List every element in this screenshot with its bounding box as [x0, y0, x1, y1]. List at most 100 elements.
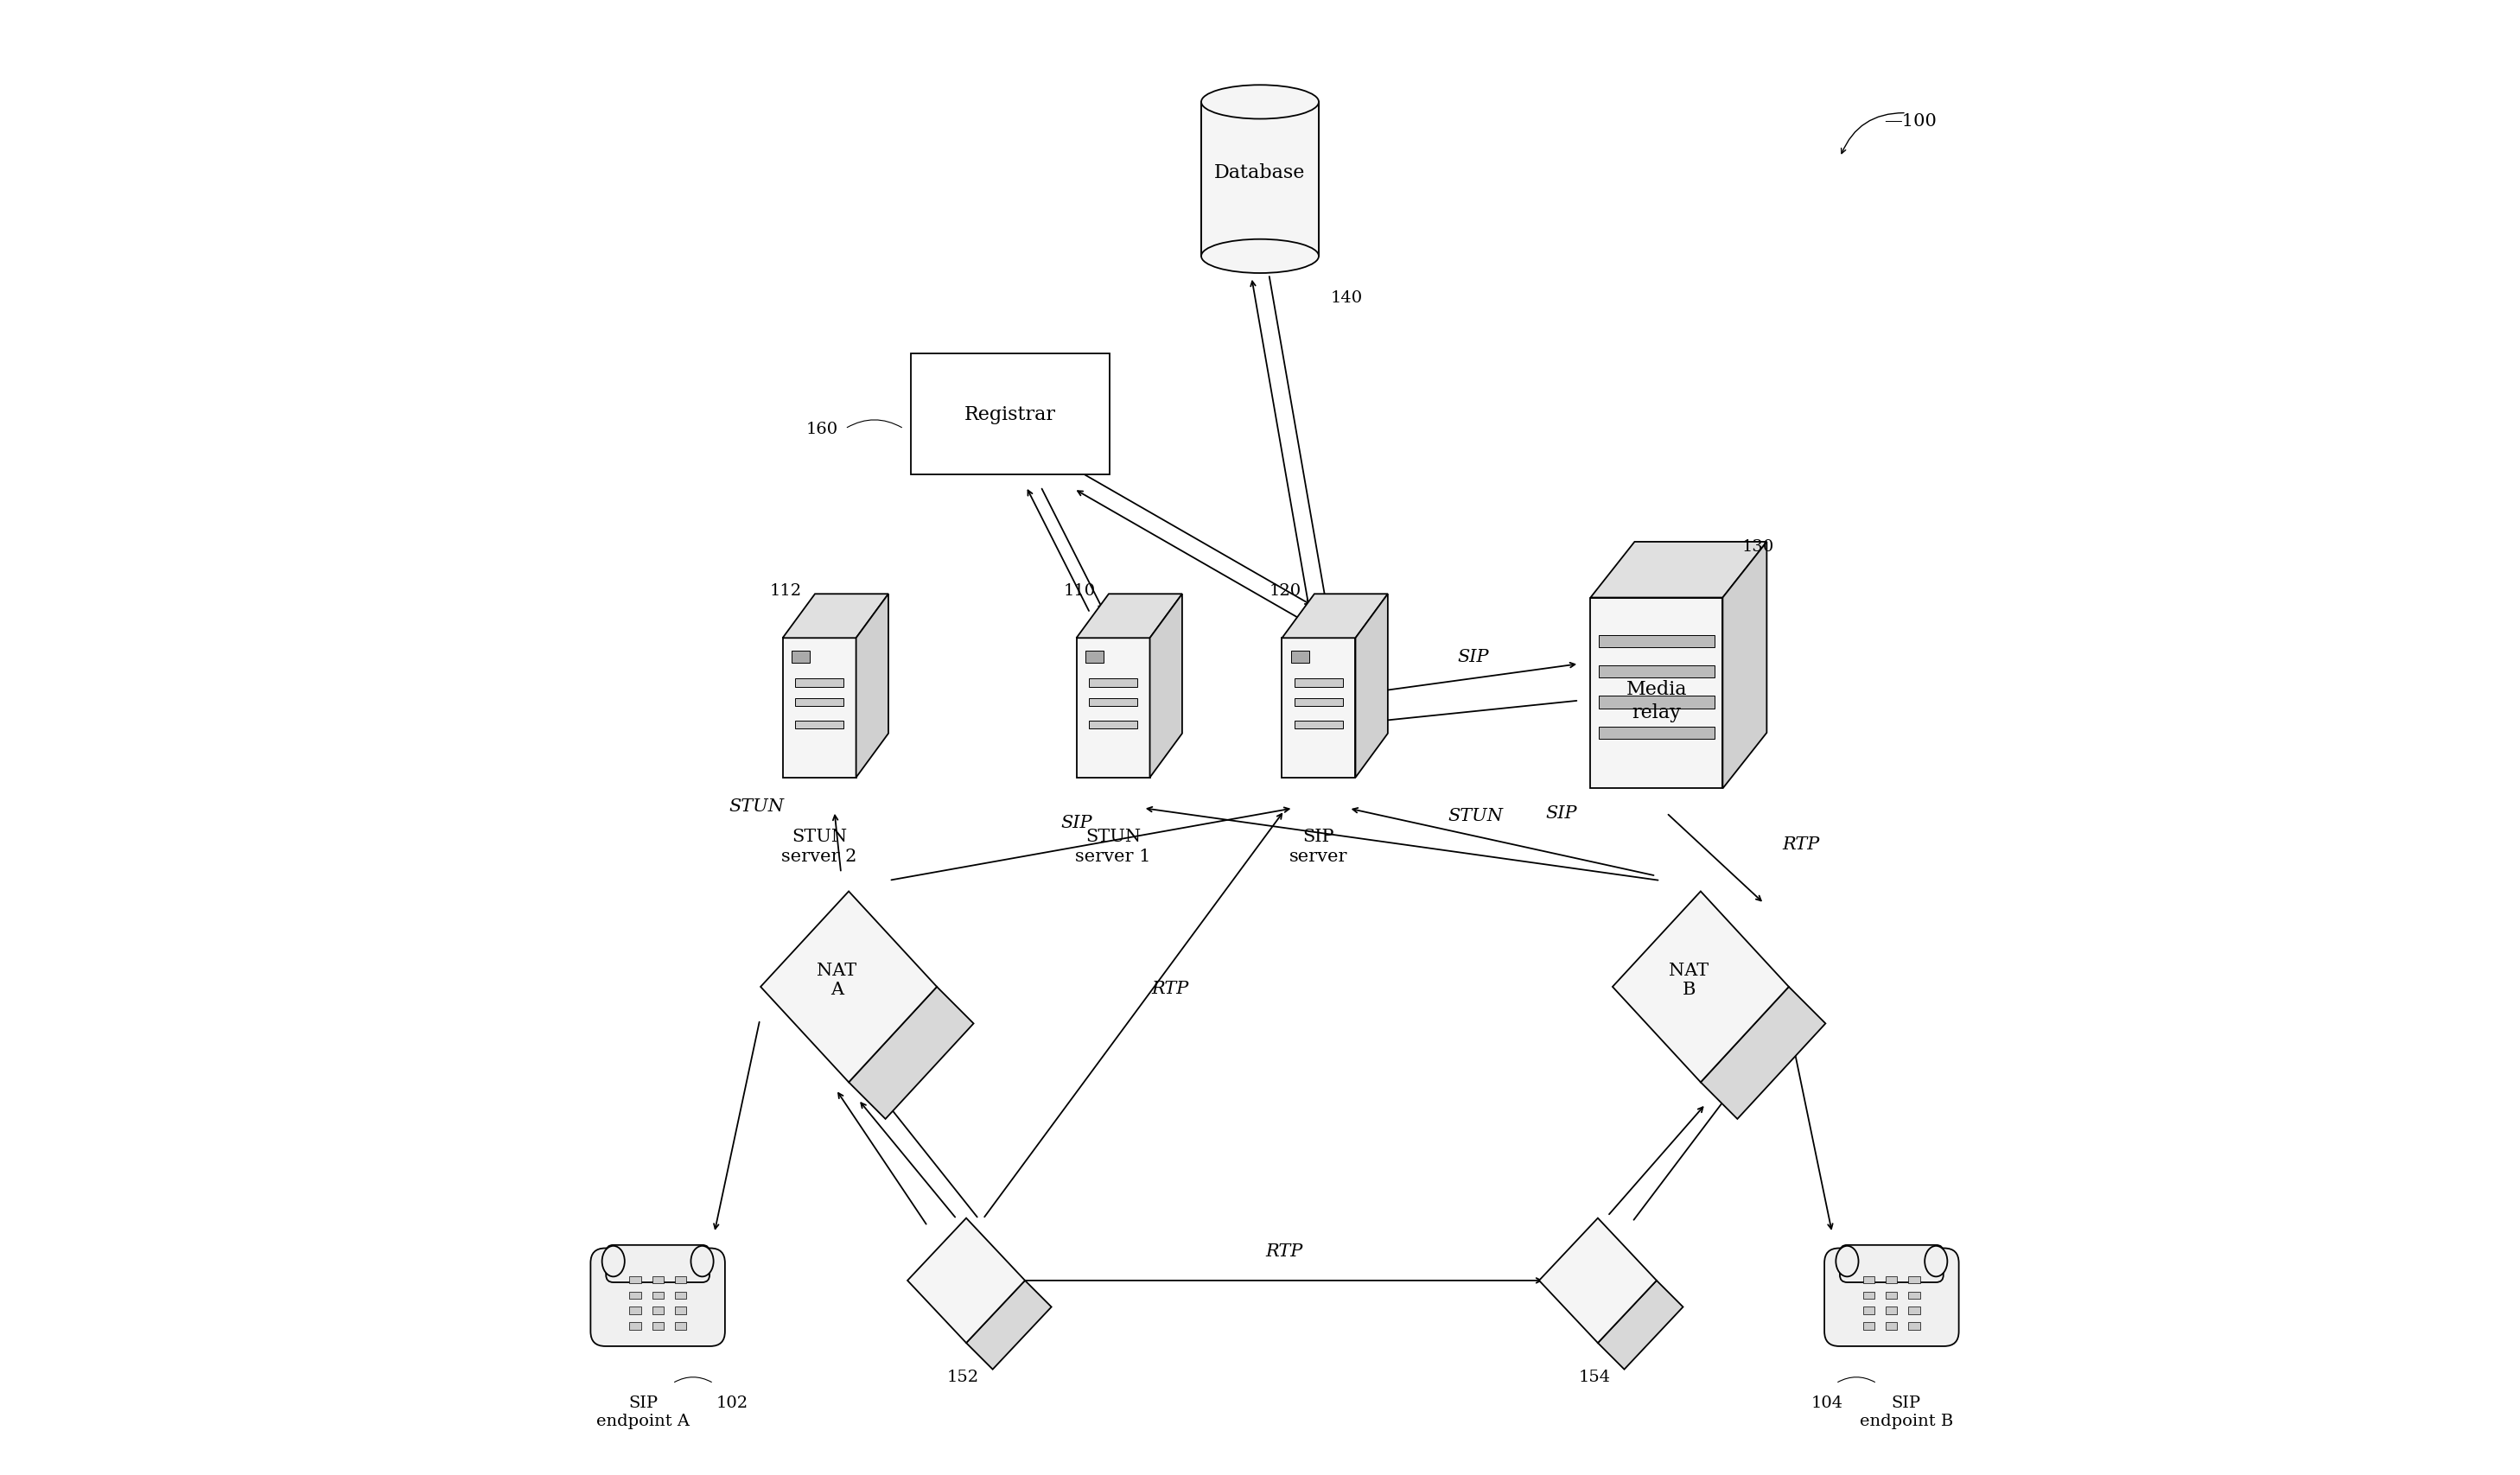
FancyBboxPatch shape: [1824, 1248, 1958, 1347]
Text: Database: Database: [1215, 162, 1305, 181]
Text: STUN: STUN: [1446, 807, 1502, 823]
Ellipse shape: [690, 1246, 713, 1277]
Text: 120: 120: [1270, 583, 1300, 597]
Polygon shape: [857, 594, 890, 777]
Text: 152: 152: [948, 1369, 980, 1384]
FancyBboxPatch shape: [1089, 698, 1137, 707]
FancyBboxPatch shape: [590, 1248, 726, 1347]
FancyBboxPatch shape: [630, 1292, 640, 1299]
Text: STUN
server 2: STUN server 2: [781, 829, 857, 864]
FancyBboxPatch shape: [1885, 1276, 1898, 1283]
Text: SIP
server: SIP server: [1290, 829, 1348, 864]
FancyBboxPatch shape: [1295, 678, 1343, 687]
FancyBboxPatch shape: [796, 698, 844, 707]
Ellipse shape: [1925, 1246, 1948, 1277]
FancyBboxPatch shape: [1908, 1276, 1920, 1283]
Text: 110: 110: [1063, 583, 1096, 597]
FancyBboxPatch shape: [675, 1292, 685, 1299]
FancyBboxPatch shape: [1885, 1322, 1898, 1329]
Text: 104: 104: [1812, 1395, 1842, 1410]
Polygon shape: [1590, 543, 1767, 597]
FancyBboxPatch shape: [1862, 1307, 1875, 1314]
FancyBboxPatch shape: [1862, 1322, 1875, 1329]
Ellipse shape: [1202, 86, 1318, 119]
FancyBboxPatch shape: [675, 1307, 685, 1314]
Polygon shape: [1076, 639, 1149, 777]
Polygon shape: [761, 891, 937, 1083]
FancyBboxPatch shape: [912, 354, 1109, 475]
Polygon shape: [1701, 987, 1824, 1120]
Polygon shape: [1283, 594, 1389, 639]
FancyBboxPatch shape: [796, 678, 844, 687]
FancyBboxPatch shape: [1840, 1245, 1943, 1282]
Text: 130: 130: [1741, 538, 1774, 555]
Text: SIP
endpoint B: SIP endpoint B: [1860, 1395, 1953, 1429]
Ellipse shape: [1202, 240, 1318, 274]
Polygon shape: [1590, 597, 1724, 789]
Polygon shape: [1283, 639, 1356, 777]
Polygon shape: [784, 594, 890, 639]
FancyBboxPatch shape: [1086, 650, 1104, 664]
Text: SIP: SIP: [1457, 649, 1489, 665]
Text: Media
relay: Media relay: [1625, 680, 1686, 721]
FancyBboxPatch shape: [630, 1276, 640, 1283]
FancyBboxPatch shape: [653, 1307, 663, 1314]
FancyBboxPatch shape: [791, 650, 809, 664]
Text: RTP: RTP: [1265, 1243, 1303, 1260]
Text: STUN: STUN: [728, 798, 784, 814]
Polygon shape: [1540, 1218, 1656, 1342]
FancyBboxPatch shape: [630, 1307, 640, 1314]
FancyBboxPatch shape: [1089, 721, 1137, 729]
Polygon shape: [907, 1218, 1026, 1342]
FancyBboxPatch shape: [1089, 678, 1137, 687]
Text: 112: 112: [769, 583, 801, 597]
FancyBboxPatch shape: [1598, 727, 1714, 739]
Text: SIP
endpoint A: SIP endpoint A: [597, 1395, 690, 1429]
Text: NAT
B: NAT B: [1668, 962, 1709, 997]
Text: 102: 102: [716, 1395, 748, 1410]
Polygon shape: [1076, 594, 1182, 639]
Text: NAT
A: NAT A: [816, 962, 857, 997]
Text: STUN
server 1: STUN server 1: [1076, 829, 1152, 864]
FancyBboxPatch shape: [1598, 636, 1714, 648]
Text: SIP: SIP: [1061, 814, 1091, 830]
FancyBboxPatch shape: [1202, 103, 1318, 257]
Polygon shape: [1724, 543, 1767, 789]
Polygon shape: [784, 639, 857, 777]
FancyBboxPatch shape: [653, 1322, 663, 1329]
Ellipse shape: [1837, 1246, 1857, 1277]
FancyBboxPatch shape: [1908, 1322, 1920, 1329]
FancyBboxPatch shape: [630, 1322, 640, 1329]
Text: 160: 160: [806, 422, 837, 437]
Ellipse shape: [602, 1246, 625, 1277]
FancyBboxPatch shape: [1908, 1292, 1920, 1299]
FancyBboxPatch shape: [1295, 698, 1343, 707]
FancyBboxPatch shape: [1598, 665, 1714, 678]
FancyBboxPatch shape: [1885, 1292, 1898, 1299]
Polygon shape: [1356, 594, 1389, 777]
Text: Registrar: Registrar: [965, 406, 1056, 425]
FancyBboxPatch shape: [1295, 721, 1343, 729]
Polygon shape: [1613, 891, 1789, 1083]
FancyBboxPatch shape: [796, 721, 844, 729]
FancyBboxPatch shape: [675, 1276, 685, 1283]
FancyBboxPatch shape: [1885, 1307, 1898, 1314]
Text: 154: 154: [1580, 1369, 1610, 1384]
FancyBboxPatch shape: [1862, 1276, 1875, 1283]
Polygon shape: [849, 987, 973, 1120]
FancyBboxPatch shape: [675, 1322, 685, 1329]
Polygon shape: [1149, 594, 1182, 777]
Text: 140: 140: [1331, 289, 1363, 305]
Text: SIP: SIP: [1545, 805, 1578, 822]
FancyBboxPatch shape: [653, 1292, 663, 1299]
FancyBboxPatch shape: [1908, 1307, 1920, 1314]
FancyBboxPatch shape: [605, 1245, 711, 1282]
Polygon shape: [1598, 1280, 1683, 1369]
Polygon shape: [965, 1280, 1051, 1369]
Text: RTP: RTP: [1152, 981, 1189, 997]
FancyBboxPatch shape: [1598, 696, 1714, 708]
Text: —100: —100: [1885, 112, 1938, 130]
FancyBboxPatch shape: [1862, 1292, 1875, 1299]
FancyBboxPatch shape: [1290, 650, 1310, 664]
FancyBboxPatch shape: [653, 1276, 663, 1283]
